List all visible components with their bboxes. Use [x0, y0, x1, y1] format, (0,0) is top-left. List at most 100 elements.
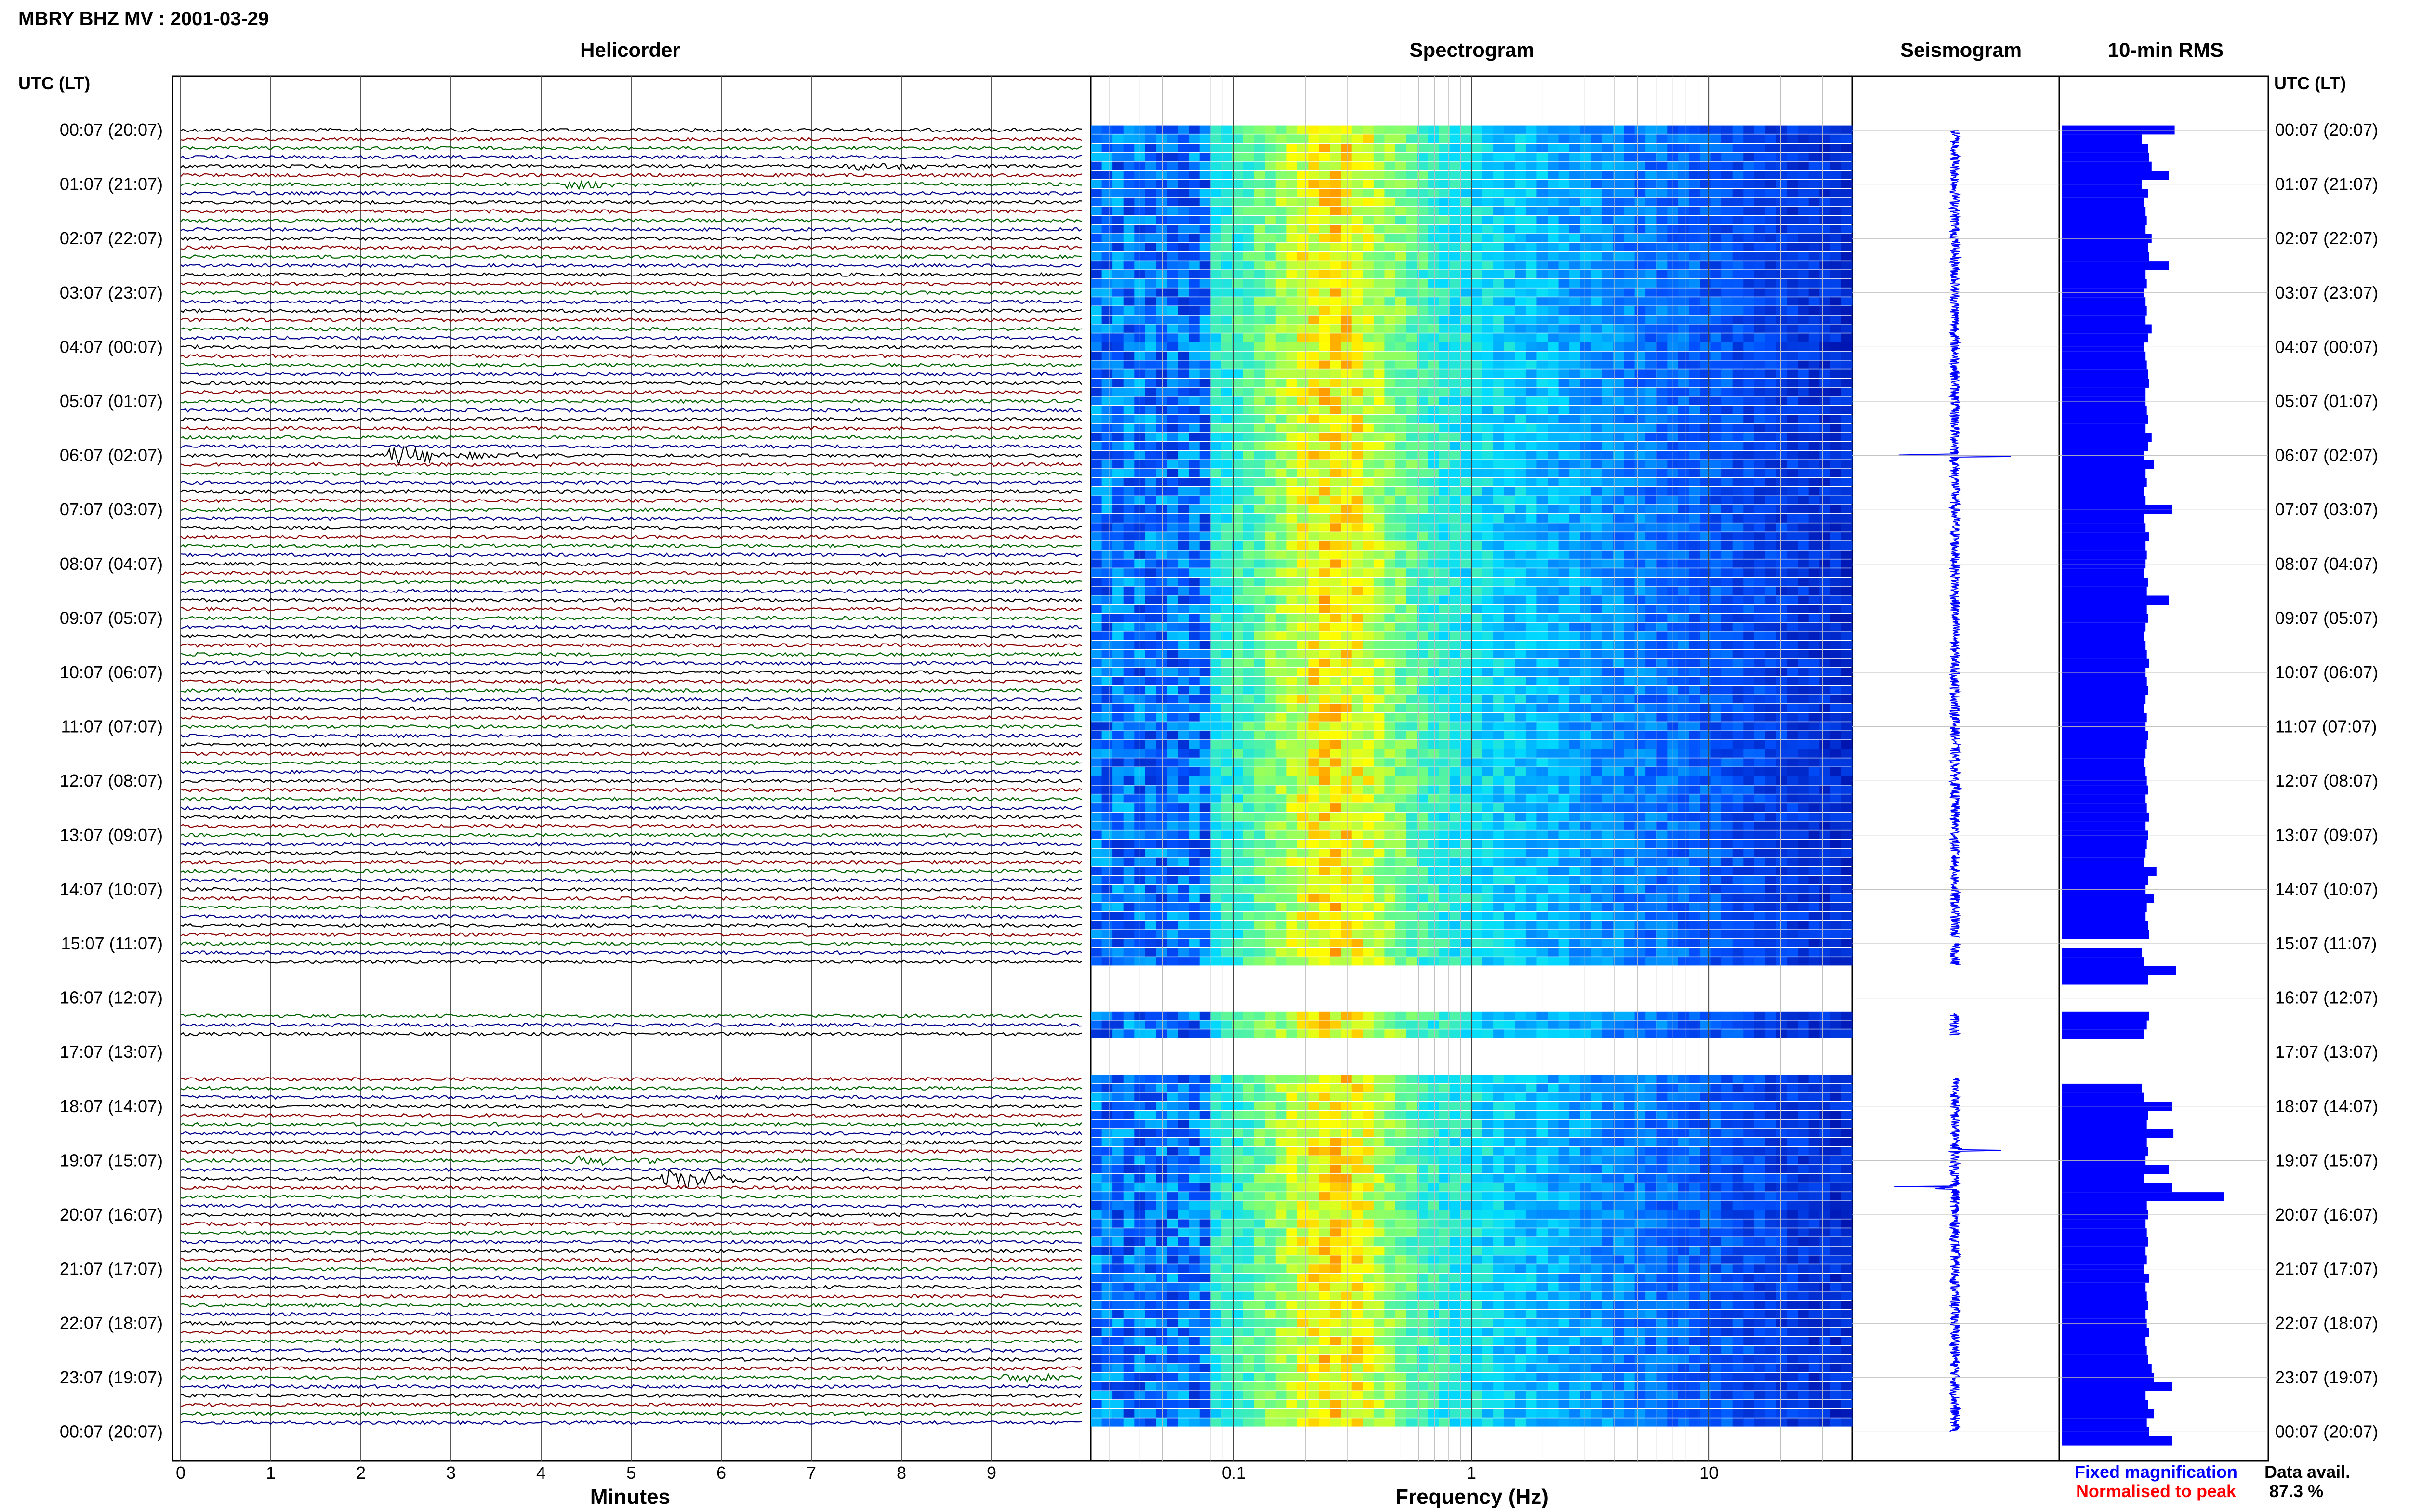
spectrogram-cell: [1558, 451, 1570, 460]
spectrogram-cell: [1428, 578, 1439, 586]
spectrogram-cell: [1221, 695, 1233, 704]
spectrogram-cell: [1732, 677, 1744, 685]
spectrogram-cell: [1384, 568, 1396, 577]
spectrogram-cell: [1754, 586, 1766, 595]
spectrogram-cell: [1156, 650, 1167, 658]
spectrogram-cell: [1678, 541, 1690, 550]
spectrogram-cell: [1275, 740, 1287, 749]
spectrogram-cell: [1471, 740, 1483, 749]
spectrogram-cell: [1351, 207, 1363, 215]
spectrogram-cell: [1178, 722, 1189, 731]
spectrogram-cell: [1178, 541, 1189, 550]
spectrogram-cell: [1689, 197, 1700, 207]
spectrogram-cell: [1678, 505, 1690, 514]
spectrogram-cell: [1525, 505, 1537, 514]
spectrogram-cell: [1221, 658, 1233, 668]
spectrogram-cell: [1101, 152, 1113, 161]
spectrogram-cell: [1156, 171, 1167, 179]
spectrogram-cell: [1449, 423, 1461, 433]
spectrogram-cell: [1525, 396, 1537, 405]
spectrogram-cell: [1830, 460, 1842, 469]
spectrogram-cell: [1776, 306, 1787, 315]
spectrogram-cell: [1460, 668, 1472, 676]
spectrogram-cell: [1808, 532, 1820, 541]
spectrogram-cell: [1189, 496, 1200, 505]
spectrogram-cell: [1525, 297, 1537, 306]
spectrogram-cell: [1384, 360, 1396, 369]
spectrogram-cell: [1123, 722, 1135, 731]
spectrogram-cell: [1330, 288, 1341, 297]
utc-label-right: UTC (LT): [2274, 73, 2346, 93]
spectrogram-cell: [1199, 487, 1211, 496]
spectrogram-cell: [1373, 433, 1385, 441]
spectrogram-cell: [1667, 622, 1679, 631]
spectrogram-cell: [1721, 152, 1733, 161]
spectrogram-cell: [1765, 234, 1776, 243]
spectrogram-cell: [1341, 171, 1352, 179]
spectrogram-cell: [1667, 487, 1679, 496]
spectrogram-cell: [1460, 487, 1472, 496]
spectrogram-cell: [1112, 568, 1124, 577]
spectrogram-cell: [1613, 324, 1624, 333]
spectrogram-cell: [1667, 568, 1679, 577]
spectrogram-cell: [1189, 541, 1200, 550]
spectrogram-cell: [1167, 433, 1178, 441]
spectrogram-cell: [1798, 252, 1809, 261]
spectrogram-cell: [1428, 252, 1439, 261]
spectrogram-cell: [1439, 650, 1450, 658]
spectrogram-cell: [1178, 550, 1189, 559]
spectrogram-cell: [1254, 523, 1265, 532]
spectrogram-cell: [1221, 342, 1233, 351]
spectrogram-cell: [1460, 261, 1472, 270]
spectrogram-cell: [1395, 279, 1407, 288]
spectrogram-cell: [1406, 433, 1417, 441]
spectrogram-cell: [1830, 568, 1842, 577]
spectrogram-cell: [1569, 297, 1581, 306]
spectrogram-cell: [1569, 351, 1581, 360]
spectrogram-cell: [1504, 189, 1515, 197]
spectrogram-cell: [1351, 261, 1363, 270]
spectrogram-cell: [1156, 433, 1167, 441]
spectrogram-cell: [1732, 261, 1744, 270]
spectrogram-cell: [1112, 658, 1124, 668]
spectrogram-cell: [1482, 695, 1494, 704]
spectrogram-cell: [1101, 713, 1113, 722]
spectrogram-cell: [1678, 442, 1690, 450]
spectrogram-cell: [1439, 125, 1450, 134]
spectrogram-cell: [1406, 704, 1417, 712]
spectrogram-cell: [1493, 487, 1505, 496]
spectrogram-cell: [1265, 333, 1276, 342]
spectrogram-cell: [1787, 622, 1798, 631]
spectrogram-cell: [1319, 722, 1331, 731]
spectrogram-cell: [1189, 197, 1200, 207]
spectrogram-cell: [1189, 749, 1200, 758]
spectrogram-cell: [1275, 279, 1287, 288]
spectrogram-cell: [1525, 704, 1537, 712]
spectrogram-cell: [1721, 595, 1733, 604]
spectrogram-cell: [1341, 686, 1352, 695]
spectrogram-cell: [1515, 306, 1526, 315]
spectrogram-cell: [1167, 686, 1178, 695]
spectrogram-cell: [1189, 369, 1200, 378]
spectrogram-cell: [1351, 125, 1363, 134]
spectrogram-cell: [1134, 216, 1146, 224]
spectrogram-cell: [1265, 541, 1276, 550]
spectrogram-cell: [1548, 505, 1559, 514]
spectrogram-cell: [1134, 532, 1146, 541]
spectrogram-cell: [1221, 360, 1233, 369]
spectrogram-cell: [1439, 225, 1450, 234]
spectrogram-cell: [1536, 134, 1548, 143]
spectrogram-cell: [1525, 451, 1537, 460]
spectrogram-cell: [1199, 523, 1211, 532]
spectrogram-cell: [1275, 622, 1287, 631]
spectrogram-cell: [1602, 469, 1614, 477]
spectrogram-cell: [1210, 216, 1222, 224]
spectrogram-cell: [1167, 279, 1178, 288]
spectrogram-cell: [1395, 152, 1407, 161]
spectrogram-cell: [1819, 469, 1831, 477]
spectrogram-cell: [1754, 197, 1766, 207]
spectrogram-cell: [1743, 614, 1755, 622]
spectrogram-cell: [1504, 396, 1515, 405]
spectrogram-cell: [1460, 207, 1472, 215]
spectrogram-cell: [1417, 315, 1429, 324]
